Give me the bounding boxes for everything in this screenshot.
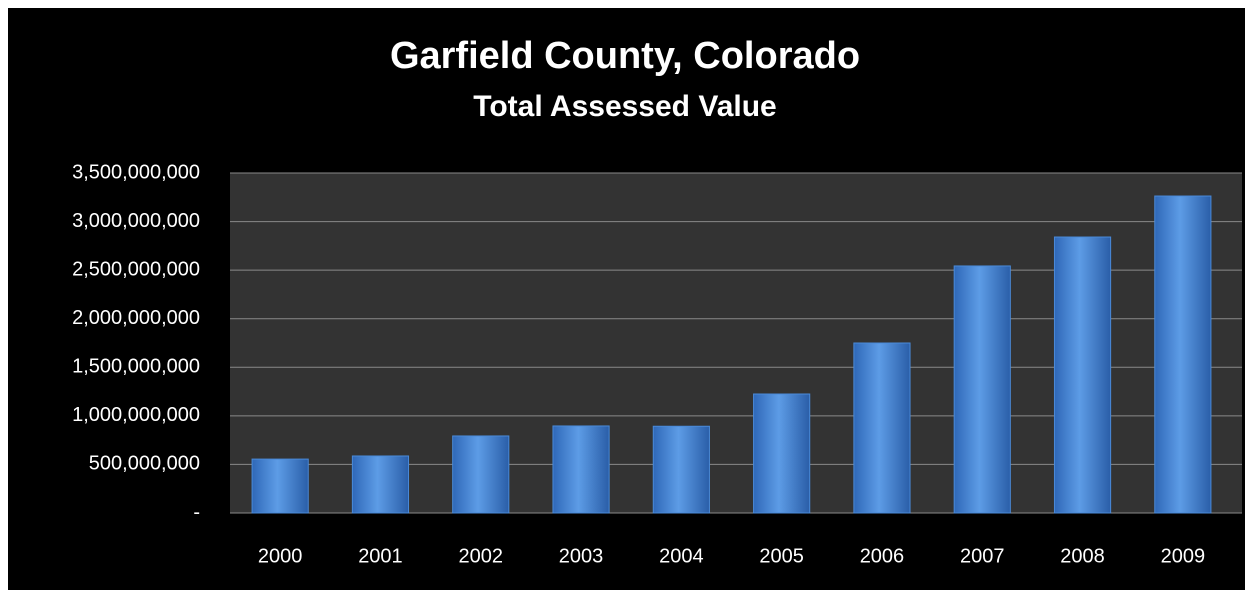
x-tick-label: 2003 [559, 545, 604, 567]
x-tick-label: 2005 [759, 545, 804, 567]
x-tick-label: 2002 [459, 545, 504, 567]
y-tick-label: 2,500,000,000 [72, 258, 200, 280]
y-tick-label: 1,500,000,000 [72, 356, 200, 378]
chart-title: Garfield County, Colorado [390, 35, 860, 77]
y-tick-label: 3,000,000,000 [72, 210, 200, 232]
y-tick-label: 1,000,000,000 [72, 404, 200, 426]
x-tick-label: 2000 [258, 545, 303, 567]
y-tick-label: 500,000,000 [89, 453, 200, 475]
bar [351, 455, 410, 514]
bar [552, 425, 610, 514]
bar [251, 458, 309, 514]
bar [1154, 195, 1212, 514]
bar [652, 425, 710, 514]
bar [953, 265, 1011, 514]
chart-subtitle: Total Assessed Value [473, 90, 776, 123]
y-tick-label: 2,000,000,000 [72, 307, 200, 329]
bar [853, 342, 911, 514]
x-tick-label: 2001 [358, 545, 403, 567]
x-tick-label: 2008 [1060, 545, 1105, 567]
bar [753, 393, 811, 514]
y-tick-label: - [193, 501, 200, 523]
x-tick-label: 2004 [659, 545, 704, 567]
y-tick-label: 3,500,000,000 [72, 161, 200, 183]
x-tick-label: 2007 [960, 545, 1005, 567]
x-tick-label: 2009 [1161, 545, 1206, 567]
bar [1053, 236, 1112, 514]
bar [452, 435, 510, 514]
x-tick-label: 2006 [860, 545, 905, 567]
